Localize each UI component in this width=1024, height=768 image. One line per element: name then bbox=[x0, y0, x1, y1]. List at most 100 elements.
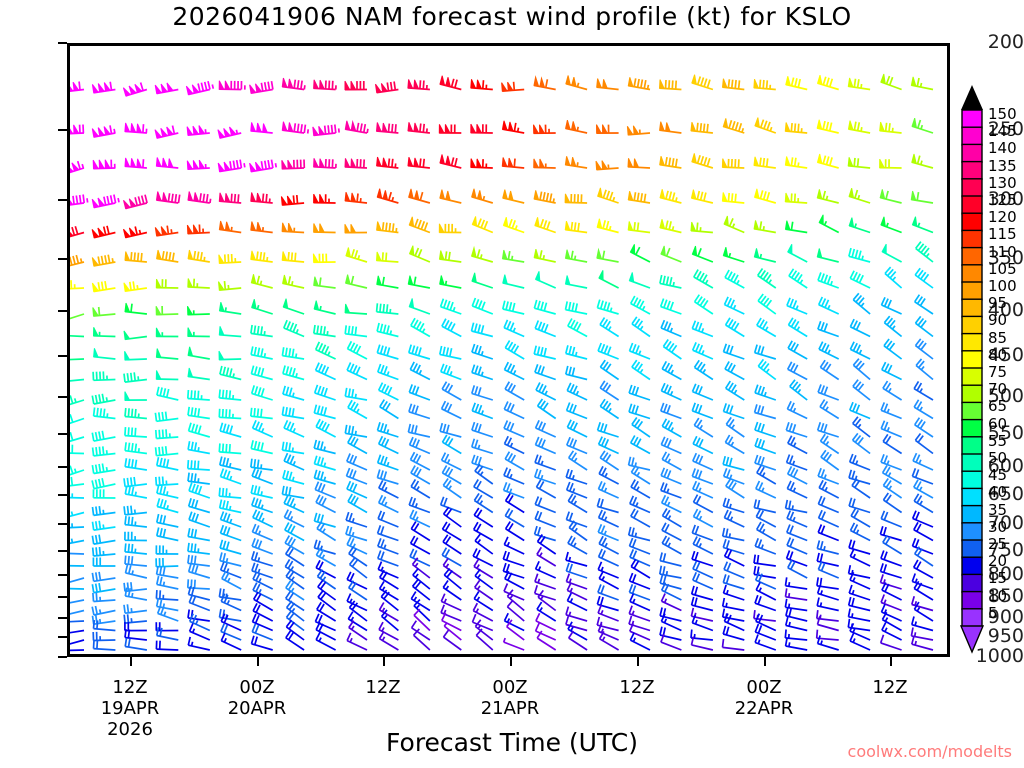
wind-barb bbox=[218, 281, 242, 291]
wind-barb bbox=[439, 75, 462, 91]
wind-barb bbox=[755, 521, 777, 542]
wind-barb bbox=[722, 574, 745, 590]
y-axis-tick-label: 800 bbox=[987, 563, 1024, 585]
colorbar-tick-label: 145 bbox=[988, 122, 1017, 141]
wind-barb bbox=[848, 453, 871, 471]
y-axis-tick-mark bbox=[58, 494, 67, 496]
wind-barb bbox=[187, 278, 210, 289]
wind-barb bbox=[409, 509, 431, 528]
wind-barb bbox=[440, 593, 462, 612]
wind-barb bbox=[219, 365, 242, 381]
wind-barb bbox=[441, 547, 462, 567]
wind-barb bbox=[410, 591, 431, 612]
wind-barb bbox=[817, 495, 840, 514]
wind-barb bbox=[443, 567, 462, 590]
x-axis-tick-line: 20APR bbox=[227, 698, 287, 719]
x-axis-tick-label: 00Z 22APR bbox=[704, 677, 824, 719]
wind-barb bbox=[252, 591, 274, 612]
wind-barb bbox=[413, 608, 431, 632]
wind-barb bbox=[155, 527, 179, 542]
wind-barb bbox=[501, 157, 525, 169]
wind-barb bbox=[470, 79, 493, 91]
wind-barb bbox=[724, 269, 745, 289]
wind-barb bbox=[787, 340, 808, 360]
wind-barb bbox=[502, 562, 525, 579]
wind-barb bbox=[786, 466, 808, 485]
wind-barb bbox=[471, 364, 494, 381]
wind-barb bbox=[218, 253, 242, 265]
wind-barb bbox=[188, 594, 211, 612]
wind-barb bbox=[785, 607, 808, 622]
wind-barb bbox=[347, 399, 368, 420]
wind-barb bbox=[313, 439, 336, 455]
wind-barb bbox=[70, 194, 89, 206]
y-axis-tick-mark bbox=[58, 129, 67, 131]
wind-barb bbox=[470, 438, 494, 455]
wind-barb bbox=[70, 538, 85, 545]
wind-barb bbox=[283, 319, 305, 338]
wind-barb bbox=[784, 156, 808, 169]
wind-barb bbox=[567, 318, 588, 338]
wind-barb-field bbox=[70, 73, 934, 652]
wind-barb bbox=[785, 550, 808, 567]
wind-barb bbox=[847, 157, 871, 169]
wind-barb bbox=[252, 582, 274, 601]
wind-barb bbox=[474, 463, 494, 485]
wind-barb bbox=[439, 496, 462, 514]
wind-barb bbox=[598, 270, 619, 289]
wind-barb bbox=[155, 565, 179, 579]
y-axis-tick-mark bbox=[58, 396, 67, 398]
wind-barb bbox=[155, 191, 181, 204]
wind-barb bbox=[628, 605, 651, 622]
wind-barb bbox=[408, 384, 431, 401]
wind-barb bbox=[186, 159, 210, 171]
colorbar-tick-label: 90 bbox=[988, 311, 1008, 330]
wind-barb bbox=[756, 465, 777, 485]
wind-barb bbox=[250, 484, 273, 499]
wind-barb bbox=[754, 437, 777, 455]
wind-barb bbox=[501, 120, 525, 134]
wind-barb bbox=[377, 538, 399, 555]
wind-barb bbox=[691, 468, 714, 485]
wind-barb bbox=[629, 549, 651, 567]
wind-barb bbox=[784, 629, 808, 641]
wind-barb bbox=[156, 605, 179, 622]
wind-barb bbox=[661, 535, 682, 555]
wind-barb bbox=[70, 552, 85, 555]
x-axis-tick-line: 22APR bbox=[734, 698, 794, 719]
x-axis-tick-mark bbox=[890, 657, 892, 666]
wind-barb bbox=[346, 340, 368, 360]
wind-barb bbox=[470, 123, 493, 134]
wind-barb bbox=[91, 446, 116, 457]
wind-barb bbox=[249, 407, 273, 420]
wind-barb bbox=[377, 561, 399, 579]
wind-barb bbox=[534, 496, 557, 514]
wind-barb bbox=[564, 193, 588, 204]
wind-barb bbox=[658, 79, 682, 91]
wind-barb bbox=[470, 158, 493, 169]
wind-barb bbox=[659, 156, 682, 169]
wind-barb bbox=[504, 508, 525, 528]
wind-barb bbox=[565, 606, 588, 622]
x-axis-tick-line: 2026 bbox=[107, 719, 153, 740]
wind-barb bbox=[122, 82, 148, 97]
wind-barb bbox=[316, 521, 337, 542]
colorbar-tick-label: 150 bbox=[988, 105, 1017, 123]
wind-barb bbox=[187, 367, 210, 381]
y-axis-tick-mark bbox=[58, 433, 67, 435]
wind-barb bbox=[754, 594, 777, 612]
wind-barb bbox=[252, 603, 274, 622]
wind-barb bbox=[598, 630, 620, 651]
wind-barb bbox=[504, 493, 525, 514]
wind-barb bbox=[124, 122, 148, 134]
wind-barb bbox=[156, 386, 179, 401]
wind-barb bbox=[375, 81, 399, 94]
wind-barb bbox=[722, 403, 745, 420]
wind-barb bbox=[817, 509, 840, 528]
wind-barb bbox=[755, 508, 777, 528]
wind-barb bbox=[659, 552, 682, 567]
colorbar-tick-label: 45 bbox=[988, 466, 1008, 485]
wind-barb bbox=[816, 597, 839, 612]
wind-barb bbox=[692, 494, 714, 514]
wind-barb bbox=[155, 457, 179, 471]
